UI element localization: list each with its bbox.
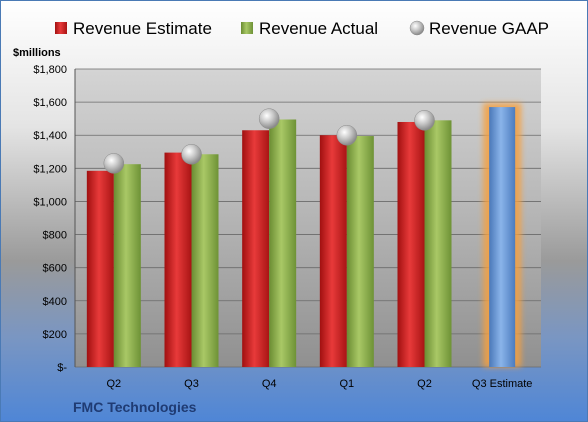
- gridlines: [74, 68, 541, 368]
- gaap-markers: [103, 108, 435, 174]
- marker-revenue-gaap: [103, 153, 125, 174]
- marker-revenue-gaap: [336, 124, 358, 146]
- bar-revenue-actual: [346, 136, 374, 367]
- y-tick-label: $200: [43, 329, 67, 341]
- x-tick-label: Q3 Estimate: [472, 378, 533, 390]
- x-tick-label: Q1: [339, 378, 354, 390]
- legend-label: Revenue Estimate: [73, 19, 212, 38]
- y-tick-label: $800: [43, 230, 67, 242]
- y-tick-label: $400: [43, 296, 67, 308]
- y-tick-label: $1,000: [33, 196, 67, 208]
- y-tick-label: $1,600: [33, 97, 67, 109]
- bar-revenue-estimate: [397, 121, 425, 367]
- x-axis-ticks: Q2 Q3 Q4 Q1 Q2 Q3 Estimate: [106, 378, 532, 390]
- bars: [86, 103, 522, 368]
- x-tick-label: Q3: [184, 378, 199, 390]
- x-tick-label: Q4: [262, 378, 277, 390]
- bar-revenue-actual: [269, 119, 297, 367]
- y-tick-label: $-: [57, 362, 67, 374]
- bar-revenue-estimate: [319, 135, 347, 367]
- bar-revenue-actual: [424, 120, 452, 367]
- bar-revenue-actual: [191, 154, 219, 367]
- y-tick-label: $600: [43, 263, 67, 275]
- plot-area: [75, 69, 541, 367]
- legend-swatch: [241, 22, 253, 34]
- marker-revenue-gaap: [414, 110, 435, 131]
- x-tick-label: Q2: [106, 378, 121, 390]
- unit-label: $millions: [13, 47, 61, 59]
- company-label: FMC Technologies: [73, 399, 197, 415]
- bar-revenue-estimate: [164, 152, 192, 367]
- bar-revenue-estimate: [242, 130, 270, 367]
- y-axis-ticks: $- $200 $400 $600 $800 $1,000 $1,200 $1,400 $1,6…: [33, 64, 67, 374]
- bar-q3-estimate: [489, 107, 516, 368]
- legend: Revenue Estimate Revenue Actual Revenue GA…: [55, 19, 549, 38]
- marker-revenue-gaap: [258, 108, 280, 129]
- bar-revenue-actual: [113, 164, 141, 367]
- y-tick-label: $1,400: [33, 130, 67, 142]
- y-tick-label: $1,800: [33, 64, 67, 76]
- marker-revenue-gaap: [181, 144, 202, 165]
- y-tick-label: $1,200: [33, 163, 67, 175]
- x-tick-label: Q2: [417, 378, 432, 390]
- bar-revenue-estimate: [86, 170, 114, 367]
- legend-label: Revenue Actual: [259, 19, 378, 38]
- legend-label: Revenue GAAP: [429, 19, 549, 38]
- legend-swatch: [409, 20, 425, 36]
- legend-swatch: [55, 22, 67, 34]
